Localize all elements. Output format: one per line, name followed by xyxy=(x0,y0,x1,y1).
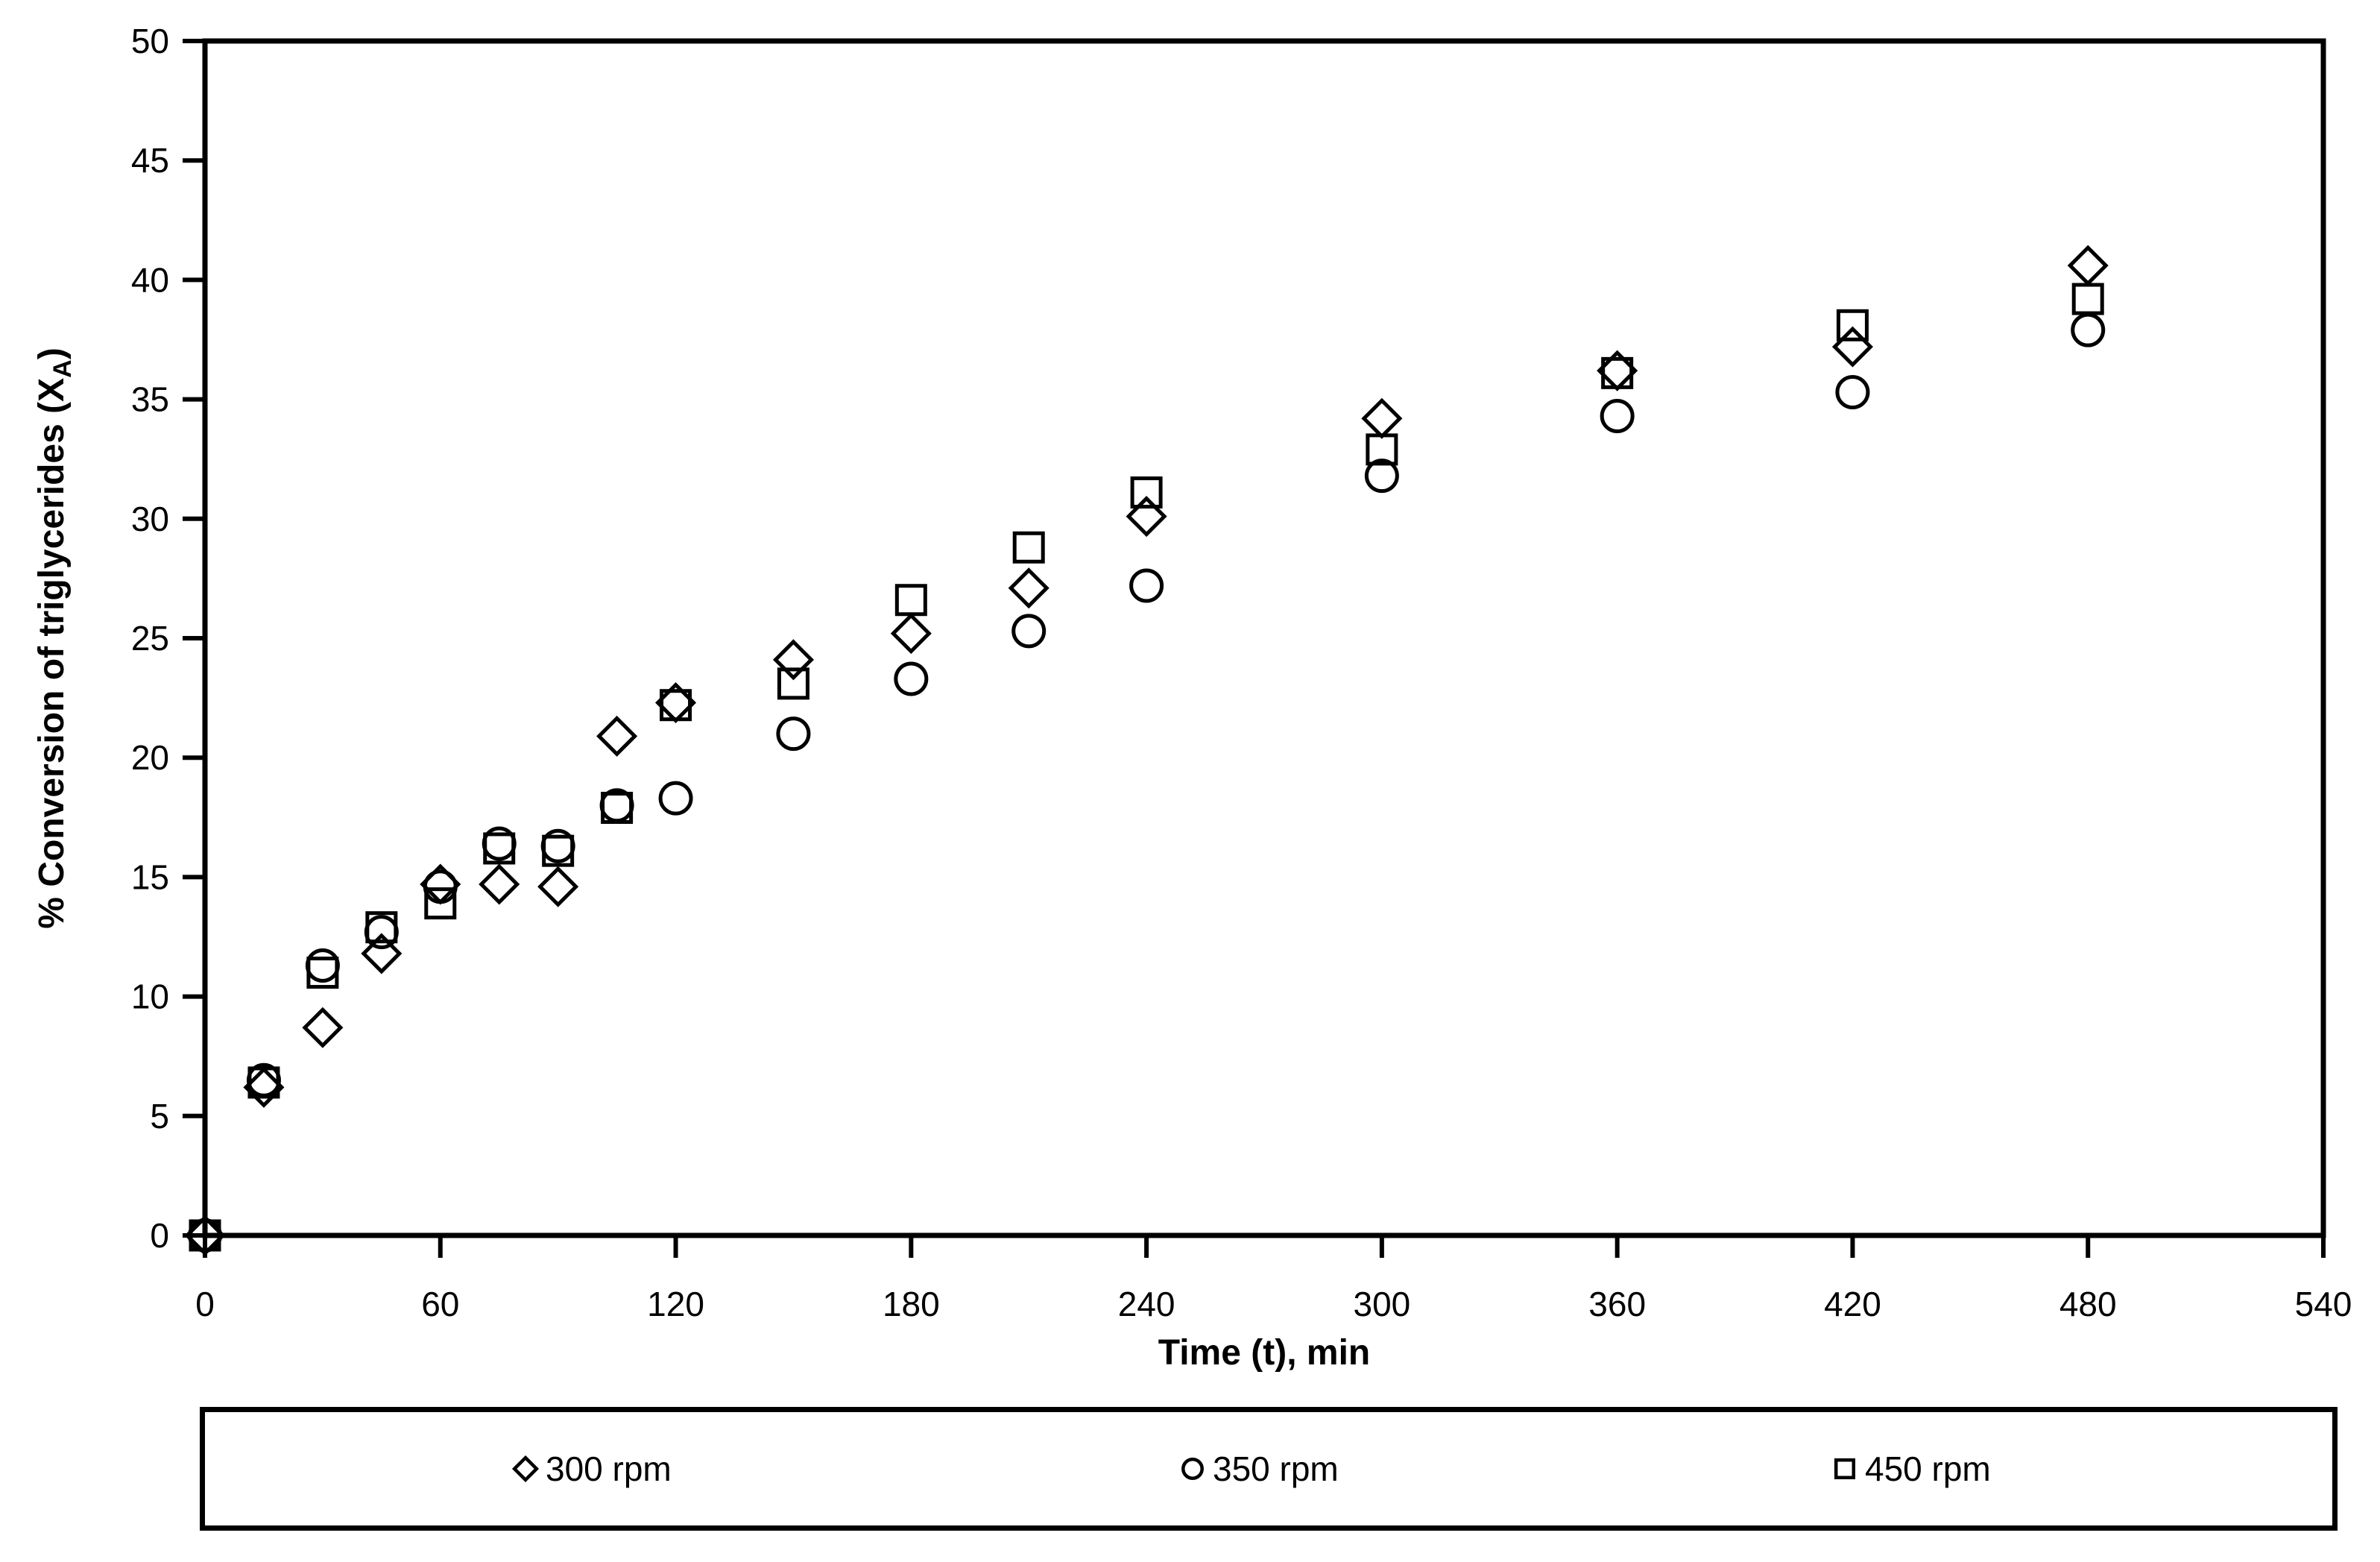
y-tick-label: 40 xyxy=(131,260,169,299)
legend-item-450rpm: 450 rpm xyxy=(1830,1449,1991,1489)
square-marker xyxy=(189,1219,221,1252)
square-marker xyxy=(894,584,927,617)
circle-marker xyxy=(2071,312,2106,347)
diamond-marker xyxy=(511,1455,540,1483)
y-axis-title-main: % Conversion of triglycerides (X xyxy=(32,378,72,929)
circle-marker xyxy=(776,717,811,752)
x-tick-label: 0 xyxy=(195,1285,215,1323)
square-marker xyxy=(660,689,692,722)
diamond-marker xyxy=(184,1215,226,1256)
x-tick-label: 300 xyxy=(1354,1285,1411,1323)
square-marker xyxy=(542,834,575,867)
legend-label-350rpm: 350 rpm xyxy=(1213,1449,1339,1488)
diamond-marker xyxy=(479,863,520,905)
x-tick-label: 180 xyxy=(883,1285,940,1323)
y-axis-title-subscript: A xyxy=(48,359,77,378)
diamond-marker xyxy=(1361,397,1403,439)
legend-item-350rpm: 350 rpm xyxy=(1178,1449,1339,1489)
legend-label-450rpm: 450 rpm xyxy=(1865,1449,1991,1488)
y-axis-ticks: 0 5 10 15 20 25 30 35 40 45 50 xyxy=(131,22,205,1255)
square-marker xyxy=(424,887,457,920)
x-tick-label: 540 xyxy=(2295,1285,2352,1323)
legend-label-300rpm: 300 rpm xyxy=(546,1449,672,1488)
circle-marker xyxy=(658,781,693,816)
x-axis-title: Time (t), min xyxy=(1158,1333,1370,1373)
circle-marker xyxy=(1835,374,1870,409)
y-axis-title-close: ) xyxy=(32,347,72,359)
y-tick-label: 25 xyxy=(131,619,169,658)
diamond-marker xyxy=(537,866,579,907)
square-marker xyxy=(1012,531,1045,564)
diamond-marker xyxy=(302,1007,344,1048)
circle-marker xyxy=(1364,459,1399,494)
square-marker xyxy=(777,667,809,700)
circle-marker xyxy=(1181,1458,1204,1480)
square-marker xyxy=(2071,283,2104,315)
x-tick-label: 360 xyxy=(1588,1285,1646,1323)
diamond-marker xyxy=(890,613,932,655)
y-tick-label: 20 xyxy=(131,738,169,777)
circle-marker xyxy=(305,948,340,983)
circle-marker xyxy=(894,661,929,696)
square-marker xyxy=(483,832,516,865)
x-tick-label: 60 xyxy=(421,1285,459,1323)
square-marker xyxy=(306,957,339,989)
diamond-marker xyxy=(1008,567,1049,609)
x-tick-label: 480 xyxy=(2059,1285,2117,1323)
circle-marker xyxy=(1600,399,1635,434)
legend: 300 rpm 350 rpm 450 rpm xyxy=(200,1407,2338,1531)
circle-marker xyxy=(1011,614,1047,649)
diamond-legend-icon xyxy=(511,1455,540,1483)
y-tick-label: 15 xyxy=(131,857,169,896)
diamond-marker xyxy=(772,639,814,681)
data-points xyxy=(184,245,2109,1256)
plot-area-border xyxy=(202,38,2326,1238)
y-tick-label: 50 xyxy=(131,22,169,60)
square-marker xyxy=(365,911,398,944)
diamond-marker xyxy=(2067,245,2109,286)
square-legend-icon xyxy=(1834,1458,1856,1480)
y-tick-label: 0 xyxy=(150,1216,169,1255)
circle-marker xyxy=(423,869,458,904)
square-marker xyxy=(1834,1458,1856,1480)
circle-marker xyxy=(1129,568,1164,603)
diamond-marker xyxy=(1126,496,1167,538)
square-marker xyxy=(1130,476,1163,509)
square-marker xyxy=(247,1066,280,1099)
y-tick-label: 35 xyxy=(131,380,169,419)
legend-item-300rpm: 300 rpm xyxy=(511,1449,672,1489)
y-tick-label: 30 xyxy=(131,500,169,538)
diamond-marker xyxy=(243,1066,285,1108)
circle-legend-icon xyxy=(1181,1458,1204,1480)
y-tick-label: 45 xyxy=(131,141,169,180)
x-tick-label: 120 xyxy=(647,1285,704,1323)
x-tick-label: 240 xyxy=(1118,1285,1175,1323)
x-axis-ticks: 0 60 120 180 240 300 360 420 480 540 xyxy=(195,1235,2352,1323)
square-marker xyxy=(1601,356,1634,389)
diamond-marker xyxy=(596,715,638,757)
square-marker xyxy=(1836,309,1869,341)
x-tick-label: 420 xyxy=(1824,1285,1881,1323)
square-marker xyxy=(601,791,634,824)
diamond-marker xyxy=(361,933,403,974)
y-axis-title: % Conversion of triglycerides (XA) xyxy=(32,347,77,928)
square-marker xyxy=(1366,433,1398,466)
y-tick-label: 10 xyxy=(131,977,169,1016)
y-tick-label: 5 xyxy=(150,1097,169,1136)
